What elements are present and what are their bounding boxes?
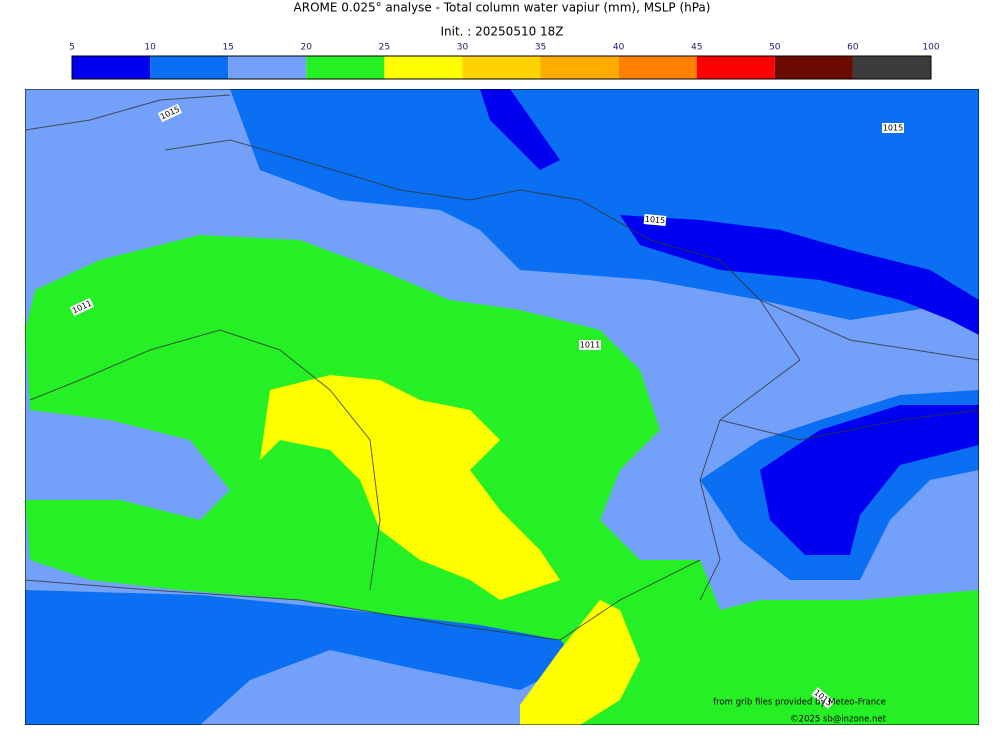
- isobar-label-box: [643, 214, 667, 226]
- credit: from grib files provided by Meteo-France: [713, 698, 886, 708]
- colorbar-tick-label: 50: [769, 43, 781, 53]
- colorbar-tick-label: 25: [379, 43, 390, 53]
- colorbar-swatch: [72, 56, 151, 79]
- colorbar-swatch: [618, 56, 697, 79]
- isobar-label-box: [882, 123, 904, 133]
- colorbar-swatch: [540, 56, 619, 79]
- colorbar-swatch: [852, 56, 931, 79]
- field-region: [760, 405, 979, 555]
- field-region: [520, 600, 640, 725]
- colorbar-tick-label: 35: [535, 43, 546, 53]
- coastline: [25, 94, 701, 641]
- credit: ©2025 sb@inzone.net: [790, 715, 887, 725]
- isobar-label-text: 1015: [644, 215, 665, 226]
- colorbar-swatch: [150, 56, 229, 79]
- isobar-label-box: [157, 103, 183, 123]
- isobar-label-text: 1011: [580, 341, 600, 350]
- title: AROME 0.025° analyse - Total column wate…: [294, 1, 711, 15]
- colorbar-tick-label: 45: [691, 43, 702, 53]
- colorbar-swatch: [774, 56, 853, 79]
- init-time: Init. : 20250510 18Z: [440, 25, 563, 39]
- isobar-label-text: 1015: [883, 124, 903, 133]
- isobar-label-box: [69, 297, 95, 317]
- colorbar-tick-label: 20: [301, 43, 313, 53]
- colorbar-frame: [71, 55, 932, 80]
- colorbar-tick-label: 60: [847, 43, 859, 53]
- colorbar-swatch: [306, 56, 385, 79]
- colorbar-tick-label: 10: [144, 43, 156, 53]
- colorbar: 5 10 15 20 25 30 35 40 45 50 60 100: [69, 43, 940, 80]
- field-region: [620, 215, 979, 335]
- field-region: [480, 89, 560, 170]
- colorbar-swatch: [462, 56, 541, 79]
- colorbar-swatch: [228, 56, 307, 79]
- colorbar-tick-label: 5: [69, 43, 75, 53]
- isobar-label: 1015: [643, 214, 667, 226]
- isobar-label: 1015: [882, 123, 904, 133]
- colorbar-tick-label: 15: [222, 43, 233, 53]
- colorbar-swatch: [696, 56, 775, 79]
- isobar-label-box: [579, 340, 601, 350]
- colorbar-swatch: [384, 56, 463, 79]
- field-region: [260, 375, 560, 600]
- border: [469, 189, 979, 601]
- colorbar-tick-label: 30: [457, 43, 469, 53]
- isobar-label: 1011: [579, 340, 601, 350]
- colorbar-tick-label: 100: [922, 43, 939, 53]
- colorbar-tick-label: 40: [613, 43, 625, 53]
- isobar-label-box: [811, 687, 835, 709]
- field-region: [25, 235, 979, 725]
